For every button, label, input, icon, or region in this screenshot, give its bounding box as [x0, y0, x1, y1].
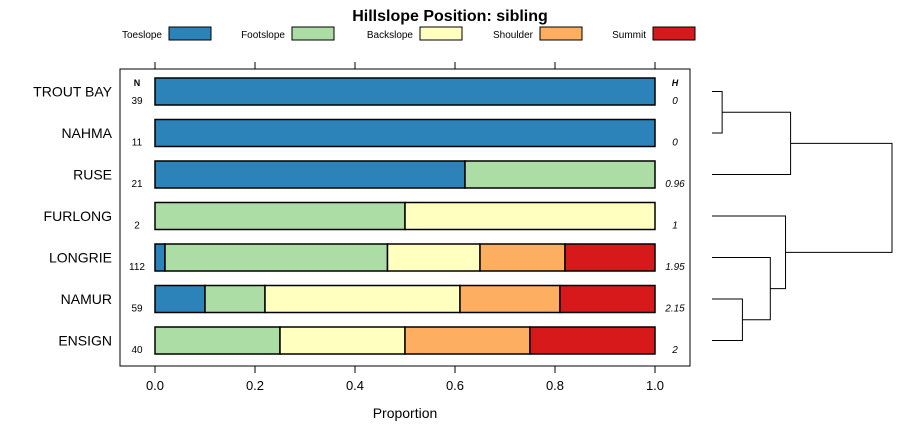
- h-value: 2.15: [664, 304, 685, 315]
- bar-segment: [404, 201, 656, 231]
- legend-swatch: [419, 26, 463, 41]
- bar-segment: [264, 284, 461, 314]
- n-value: 112: [129, 262, 145, 273]
- row-label: NAMUR: [61, 291, 112, 307]
- h-value: 0: [672, 96, 678, 107]
- bar-segment: [559, 284, 656, 314]
- bar-segment: [154, 118, 656, 148]
- dendrogram-branch: [712, 111, 792, 175]
- dendrogram-branch: [712, 298, 743, 341]
- x-axis-title: Proportion: [373, 405, 438, 421]
- h-value: 2: [671, 345, 678, 356]
- dendrogram-branch: [712, 257, 771, 321]
- bar-row: RUSE 21 0.96: [73, 160, 685, 190]
- bar-segment: [464, 160, 656, 189]
- bar-row: ENSIGN 40 2: [58, 326, 678, 356]
- bar-segment: [154, 201, 406, 231]
- x-tick-label: 0.8: [546, 378, 564, 393]
- bar-row: LONGRIE 112 1.95: [49, 243, 685, 273]
- axes: 0.0 0.2 0.4 0.6 0.8 1.0: [146, 62, 664, 393]
- bar-segment: [154, 160, 466, 189]
- bar-row: NAHMA 11 0: [61, 118, 678, 149]
- legend: Toeslope Footslope Backslope Shoulder Summit: [122, 26, 696, 41]
- row-label: TROUT BAY: [33, 84, 112, 100]
- bar-segment: [386, 243, 481, 272]
- bar-segment: [154, 326, 281, 355]
- x-tick-label: 0.6: [446, 378, 464, 393]
- bar-segment: [154, 77, 656, 106]
- legend-label: Summit: [612, 30, 646, 41]
- legend-swatch: [291, 26, 335, 41]
- row-label: FURLONG: [44, 208, 112, 224]
- bar-row: TROUT BAY 39 0: [33, 77, 678, 107]
- dendrogram-branch: [712, 215, 787, 290]
- h-value: 1: [672, 221, 678, 232]
- x-tick-label: 1.0: [646, 378, 664, 393]
- dendrogram-branch: [785, 142, 893, 253]
- bar-segment: [204, 284, 266, 314]
- legend-label: Footslope: [241, 30, 285, 41]
- chart-title: Hillslope Position: sibling: [352, 8, 548, 25]
- bar-segment: [164, 243, 389, 272]
- bar-segment: [154, 243, 166, 272]
- n-value: 21: [131, 179, 143, 190]
- h-value: 0: [672, 138, 678, 149]
- n-value: 11: [132, 138, 143, 149]
- n-value: 2: [134, 221, 140, 232]
- row-label: RUSE: [73, 167, 112, 183]
- n-value: 59: [131, 304, 143, 315]
- legend-swatch: [539, 26, 583, 41]
- x-tick-label: 0.4: [346, 378, 364, 393]
- bar-segment: [564, 243, 656, 272]
- dendrogram-branch: [712, 91, 723, 134]
- legend-label: Backslope: [367, 30, 414, 41]
- dendrogram: [712, 91, 893, 341]
- plot-frame: [119, 68, 691, 367]
- row-label: NAHMA: [61, 125, 112, 141]
- n-column-header: N: [134, 78, 141, 88]
- bar-segment: [279, 326, 406, 355]
- n-value: 40: [131, 345, 143, 356]
- row-label: LONGRIE: [49, 250, 112, 266]
- legend-swatch: [168, 26, 212, 41]
- bar-segment: [529, 326, 656, 355]
- bar-segment: [479, 243, 566, 272]
- bar-segment: [459, 284, 561, 314]
- n-value: 39: [131, 96, 143, 107]
- x-tick-label: 0.2: [246, 378, 264, 393]
- h-column-header: H: [672, 78, 679, 88]
- bar-segment: [404, 326, 531, 355]
- legend-label: Toeslope: [122, 30, 162, 41]
- h-value: 0.96: [665, 179, 685, 190]
- legend-swatch: [652, 26, 696, 41]
- bar-segment: [154, 284, 206, 314]
- x-tick-label: 0.0: [146, 378, 164, 393]
- bar-row: NAMUR 59 2.15: [61, 284, 685, 315]
- legend-label: Shoulder: [493, 30, 534, 41]
- h-value: 1.95: [665, 262, 685, 273]
- bar-row: FURLONG 2 1: [44, 201, 678, 232]
- row-label: ENSIGN: [58, 333, 112, 349]
